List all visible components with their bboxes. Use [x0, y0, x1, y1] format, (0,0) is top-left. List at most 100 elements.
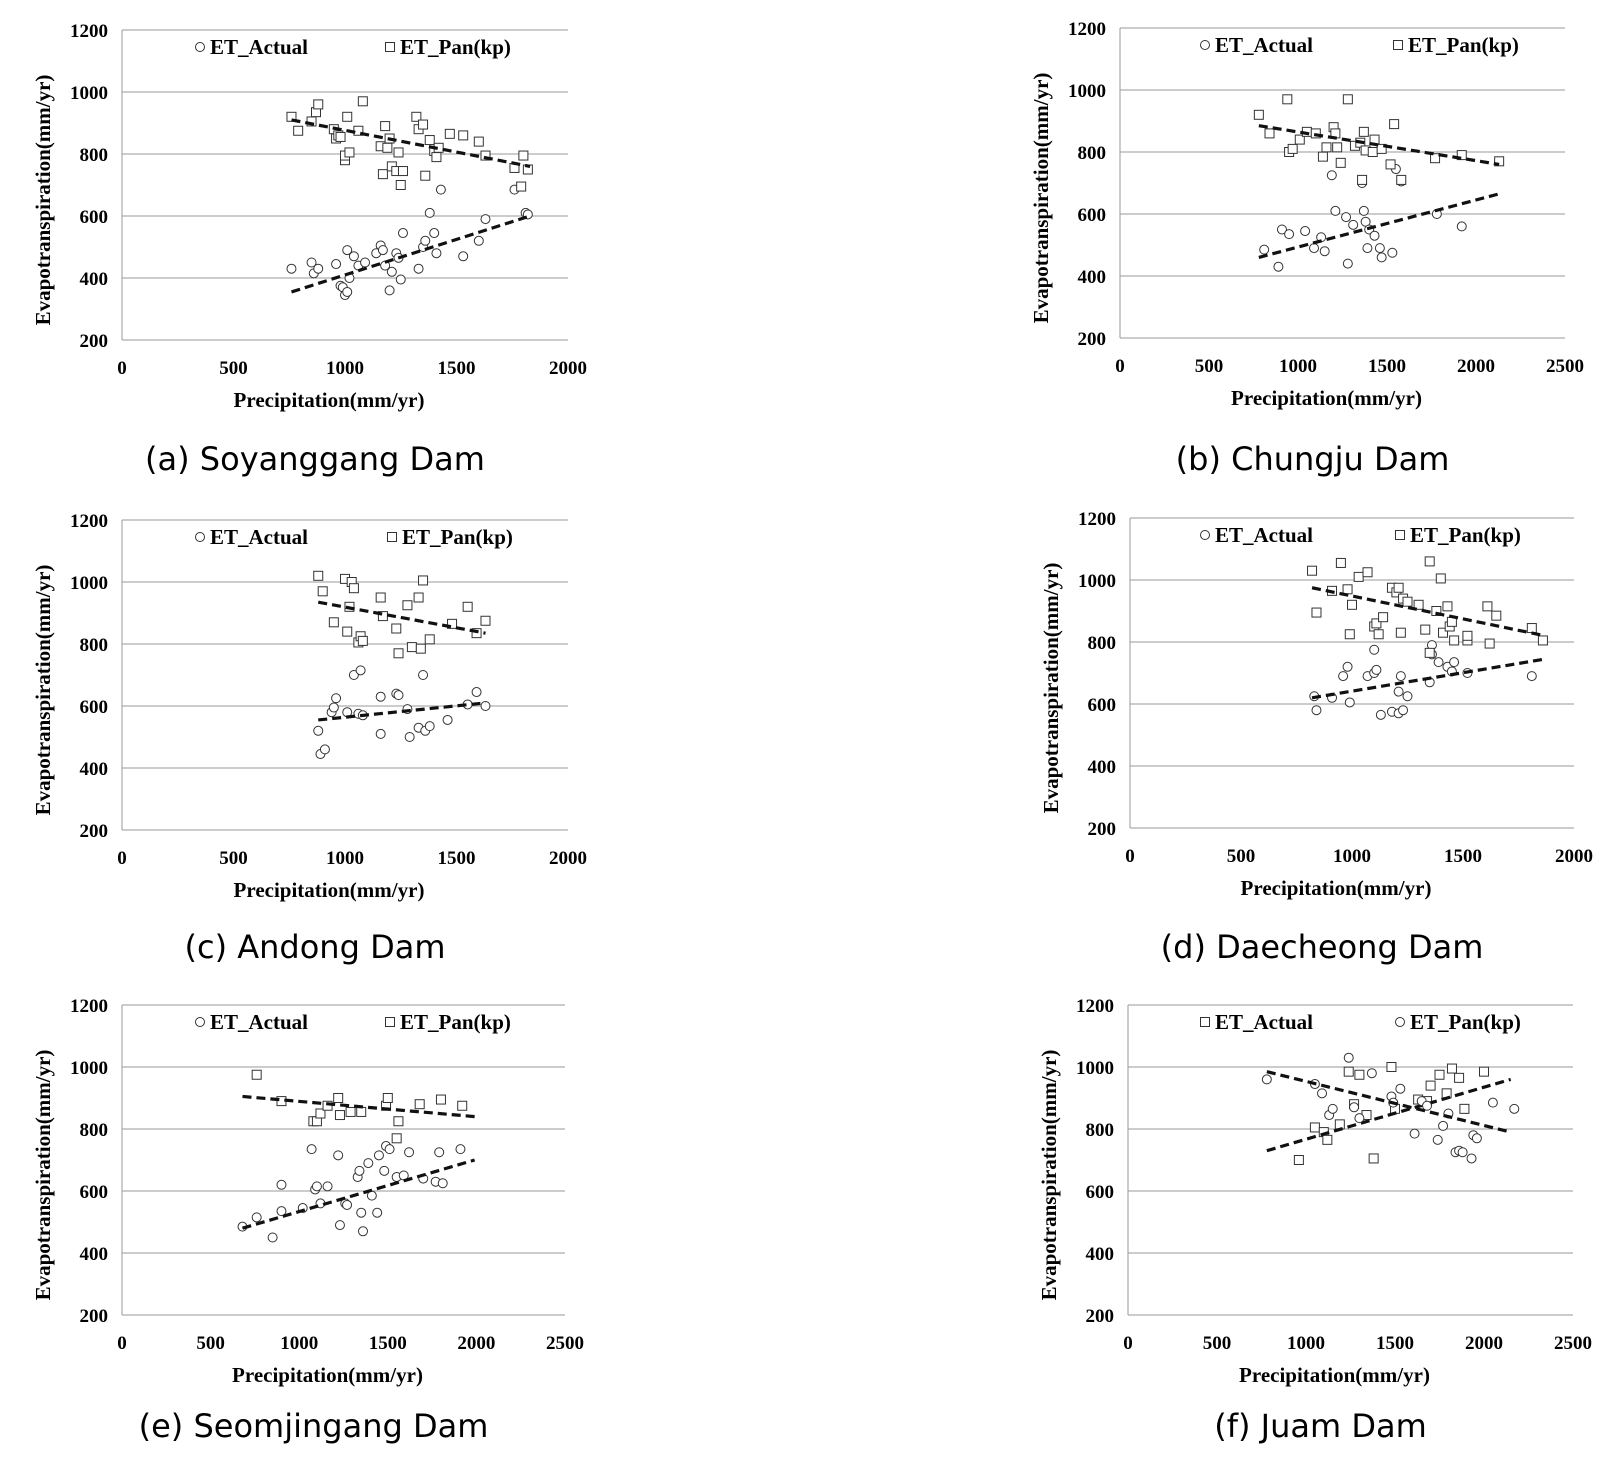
scatter-chart: 200 400 600 800 1000 1200 0 500 1000 1500 2000 2500…	[31, 996, 584, 1445]
legend-marker	[195, 42, 205, 52]
data-point	[331, 693, 342, 704]
data-point	[377, 169, 388, 180]
data-point	[379, 1165, 390, 1176]
data-point	[1264, 128, 1275, 139]
data-point	[480, 214, 491, 225]
data-point	[435, 1094, 446, 1105]
data-point	[391, 1133, 402, 1144]
data-point	[1471, 1133, 1482, 1144]
data-point	[348, 670, 359, 680]
data-point	[342, 245, 353, 256]
y-tick-label: 600	[1086, 1182, 1115, 1203]
data-point	[363, 1158, 374, 1169]
data-point	[1342, 584, 1353, 595]
data-point	[1284, 229, 1295, 240]
data-point	[334, 1220, 345, 1231]
y-tick-label: 1200	[70, 996, 108, 1017]
legend-marker	[1395, 1017, 1405, 1027]
data-point	[1376, 252, 1387, 263]
data-point	[1442, 601, 1453, 612]
y-tick-label: 1200	[1076, 996, 1114, 1017]
data-point	[1409, 1128, 1420, 1139]
y-tick-label: 200	[1078, 329, 1107, 350]
data-point	[1449, 657, 1460, 668]
data-point	[313, 263, 324, 274]
y-tick-label: 200	[80, 1306, 109, 1327]
data-point	[1344, 697, 1355, 708]
y-axis-title: Evapotranspiration(mm/yr)	[31, 1050, 55, 1301]
x-tick-label: 2500	[546, 1333, 584, 1354]
data-point	[1300, 226, 1311, 237]
data-point	[393, 147, 404, 158]
data-point	[1334, 1119, 1345, 1130]
y-tick-label: 400	[80, 269, 109, 290]
x-axis-title: Precipitation(mm/yr)	[234, 388, 425, 412]
data-point	[355, 665, 366, 676]
data-point	[1459, 1103, 1470, 1114]
data-point	[404, 732, 415, 742]
data-point	[424, 721, 435, 732]
data-point	[480, 701, 491, 711]
data-point	[333, 1150, 344, 1161]
data-point	[313, 570, 324, 581]
data-point	[328, 702, 339, 713]
data-point	[333, 1093, 344, 1103]
trend-line	[291, 118, 531, 168]
data-point	[1376, 143, 1387, 154]
x-tick-label: 1000	[280, 1333, 318, 1354]
data-point	[1494, 156, 1505, 167]
x-axis-title: Precipitation(mm/yr)	[232, 1363, 423, 1387]
y-tick-label: 200	[80, 331, 109, 352]
data-point	[354, 1165, 365, 1176]
data-point	[1395, 1083, 1406, 1094]
data-point	[1341, 212, 1352, 223]
y-tick-label: 600	[80, 207, 109, 228]
y-tick-label: 200	[1088, 819, 1117, 840]
figure-caption: (c) Andong Dam	[185, 928, 446, 966]
data-point	[1326, 170, 1337, 181]
legend-label: ET_Pan(kp)	[1410, 1010, 1521, 1034]
trend-line	[242, 1158, 476, 1230]
data-point	[1454, 1072, 1465, 1083]
data-point	[471, 687, 482, 698]
data-point	[397, 166, 408, 177]
data-point	[393, 690, 404, 701]
trend-line	[290, 214, 531, 294]
data-point	[1374, 243, 1385, 254]
data-point	[397, 228, 408, 239]
x-tick-label: 500	[1195, 356, 1224, 377]
x-tick-label: 1000	[1279, 356, 1317, 377]
data-point	[404, 1147, 415, 1158]
data-point	[382, 1093, 393, 1103]
data-point	[1435, 573, 1446, 584]
data-point	[251, 1069, 262, 1080]
trend-line	[1266, 1077, 1512, 1153]
data-point	[1537, 635, 1548, 646]
data-point	[386, 266, 397, 277]
figure-caption: (a) Soyanggang Dam	[145, 440, 485, 478]
data-point	[391, 623, 402, 634]
x-tick-label: 500	[219, 358, 248, 379]
trend-line	[242, 1094, 475, 1119]
x-tick-label: 1500	[1368, 356, 1406, 377]
y-tick-label: 1200	[1068, 19, 1106, 40]
data-point	[322, 1181, 333, 1192]
x-tick-label: 0	[1123, 1333, 1133, 1354]
data-point	[344, 147, 355, 158]
data-point	[413, 592, 424, 603]
legend-label: ET_Pan(kp)	[1410, 523, 1521, 547]
data-point	[1420, 624, 1431, 635]
data-point	[1287, 143, 1298, 154]
data-point	[424, 634, 435, 645]
y-tick-label: 1200	[1078, 509, 1116, 530]
data-point	[1438, 1120, 1449, 1131]
data-point	[373, 1150, 384, 1161]
data-point	[384, 285, 395, 296]
data-point	[328, 617, 339, 628]
data-point	[1358, 205, 1369, 216]
x-tick-label: 1000	[326, 848, 364, 869]
y-tick-label: 400	[80, 759, 109, 780]
data-point	[1369, 644, 1380, 655]
data-point	[1456, 150, 1467, 161]
data-point	[1309, 1122, 1320, 1133]
